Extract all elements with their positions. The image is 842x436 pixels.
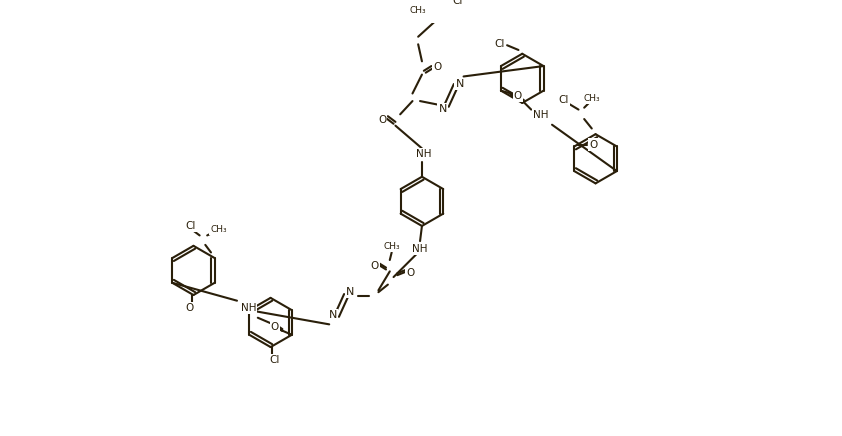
- Text: NH: NH: [533, 110, 548, 120]
- Text: CH₃: CH₃: [410, 6, 427, 15]
- Text: O: O: [589, 140, 597, 150]
- Text: O: O: [271, 322, 279, 332]
- Text: O: O: [378, 115, 386, 125]
- Text: O: O: [370, 261, 379, 271]
- Text: O: O: [514, 91, 522, 101]
- Text: Cl: Cl: [185, 221, 195, 231]
- Text: NH: NH: [241, 303, 256, 313]
- Text: NH: NH: [416, 149, 432, 159]
- Text: CH₃: CH₃: [210, 225, 226, 234]
- Text: Cl: Cl: [558, 95, 568, 105]
- Text: N: N: [456, 79, 464, 89]
- Text: O: O: [407, 268, 415, 278]
- Text: O: O: [433, 62, 441, 72]
- Text: N: N: [346, 287, 354, 297]
- Text: Cl: Cl: [269, 355, 280, 365]
- Text: CH₃: CH₃: [383, 242, 400, 251]
- Text: Cl: Cl: [453, 0, 463, 6]
- Text: Cl: Cl: [494, 39, 504, 49]
- Text: CH₃: CH₃: [584, 94, 600, 103]
- Text: O: O: [185, 303, 194, 313]
- Text: N: N: [329, 310, 337, 320]
- Text: NH: NH: [413, 244, 428, 254]
- Text: N: N: [439, 104, 447, 114]
